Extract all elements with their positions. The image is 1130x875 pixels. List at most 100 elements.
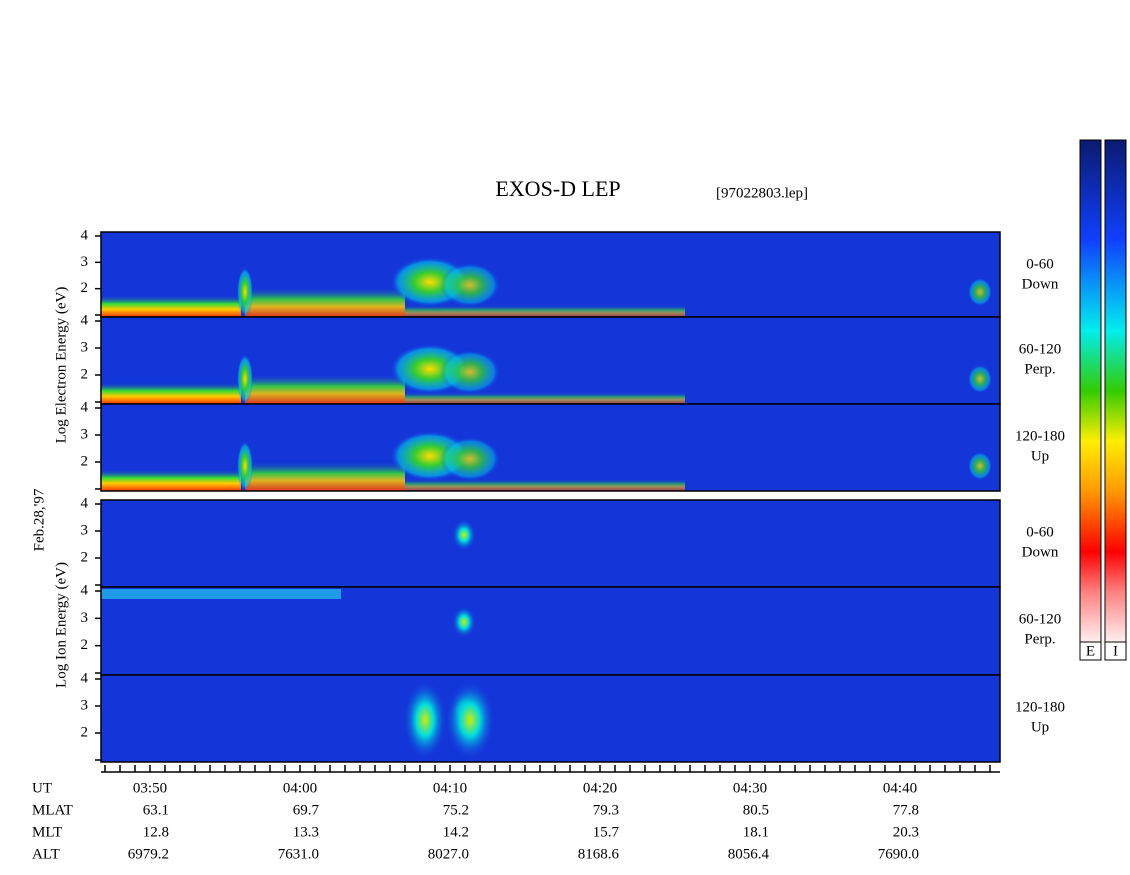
colorbar-label: I <box>1113 643 1118 659</box>
row-value: 75.2 <box>443 802 469 818</box>
file-name: [97022803.lep] <box>716 185 808 201</box>
row-value: 12.8 <box>143 824 169 840</box>
time-label: 03:50 <box>133 780 167 796</box>
colorbar-label: E <box>1086 643 1095 659</box>
spectrogram <box>101 675 1000 762</box>
row-value: 80.5 <box>743 802 769 818</box>
energy-tick-label: 3 <box>81 610 89 626</box>
energy-tick-label: 3 <box>81 697 89 713</box>
panel-label: 120-180 <box>1015 428 1065 444</box>
energy-tick-label: 2 <box>81 724 89 740</box>
panel-label: Down <box>1022 276 1059 292</box>
row-label: MLT <box>32 824 62 840</box>
panel-label: 0-60 <box>1026 524 1054 540</box>
time-label: 04:40 <box>883 780 917 796</box>
panel: 2 3 4 120-180 Up <box>81 399 1065 492</box>
spectrogram-feature <box>452 519 476 551</box>
energy-tick-label: 4 <box>81 227 89 243</box>
spectrogram-feature <box>237 441 253 491</box>
panel-label: Perp. <box>1024 361 1055 377</box>
panel-label: 120-180 <box>1015 699 1065 715</box>
spectrogram <box>101 587 1000 675</box>
energy-tick-label: 2 <box>81 453 89 469</box>
energy-tick-label: 4 <box>81 495 89 511</box>
spectrogram-feature <box>445 680 495 760</box>
spectrogram-feature <box>237 267 253 317</box>
time-label: 04:20 <box>583 780 617 796</box>
spectrogram-band <box>405 479 685 491</box>
spectrogram-feature <box>440 263 500 307</box>
energy-tick-label: 3 <box>81 339 89 355</box>
spectrogram-band <box>245 461 405 491</box>
energy-tick-label: 2 <box>81 366 89 382</box>
spectrogram-feature <box>440 437 500 481</box>
colorbar-label-box <box>1104 641 1127 661</box>
energy-tick-label: 2 <box>81 280 89 296</box>
energy-tick-label: 4 <box>81 670 89 686</box>
row-value: 69.7 <box>293 802 320 818</box>
spectrogram-feature <box>440 350 500 394</box>
spectrogram-feature <box>237 354 253 404</box>
panel-frame <box>100 403 1001 492</box>
row-value: 14.2 <box>443 824 469 840</box>
spectrogram-feature <box>968 278 992 306</box>
row-value: 8168.6 <box>578 846 620 862</box>
panel-label: 60-120 <box>1019 611 1062 627</box>
panel: 2 3 4 0-60 Down <box>81 227 1059 318</box>
energy-tick-label: 4 <box>81 582 89 598</box>
panel: 2 3 4 60-120 Perp. <box>81 582 1062 676</box>
row-value: 8027.0 <box>428 846 469 862</box>
row-label: ALT <box>32 846 60 862</box>
row-value: 13.3 <box>293 824 319 840</box>
spectrogram-band <box>101 469 241 491</box>
panel-label: Up <box>1031 448 1049 464</box>
energy-tick-label: 3 <box>81 426 89 442</box>
ion-axis-label: Log Ion Energy (eV) <box>53 562 69 688</box>
panel: 2 3 4 60-120 Perp. <box>81 312 1062 405</box>
spectrogram-band <box>245 374 405 404</box>
colorbar <box>1104 139 1127 643</box>
row-label: MLAT <box>32 802 73 818</box>
panel: 2 3 4 0-60 Down <box>81 495 1059 588</box>
colorbar-label-box <box>1079 641 1102 661</box>
date-label: Feb.28,'97 <box>31 488 47 551</box>
time-label: 04:30 <box>733 780 767 796</box>
panel-label: Up <box>1031 719 1049 735</box>
title: EXOS-D LEP <box>495 176 620 201</box>
electron-axis-label: Log Electron Energy (eV) <box>53 287 69 444</box>
spectrogram-feature <box>968 365 992 393</box>
row-value: 79.3 <box>593 802 619 818</box>
energy-tick-label: 2 <box>81 637 89 653</box>
spectrogram-feature <box>403 680 447 760</box>
row-value: 20.3 <box>893 824 919 840</box>
panel-frame <box>100 674 1001 763</box>
spectrogram-band <box>405 392 685 404</box>
energy-tick-label: 3 <box>81 254 89 270</box>
row-value: 8056.4 <box>728 846 770 862</box>
colorbar <box>1079 139 1102 643</box>
row-value: 63.1 <box>143 802 169 818</box>
row-value: 7690.0 <box>878 846 919 862</box>
spectrogram-band <box>101 295 241 317</box>
energy-tick-label: 4 <box>81 312 89 328</box>
time-label: 04:10 <box>433 780 467 796</box>
spectrogram-band <box>245 287 405 317</box>
row-value: 6979.2 <box>128 846 169 862</box>
spectrogram-band <box>101 382 241 404</box>
panel-label: 60-120 <box>1019 341 1062 357</box>
time-label: 04:00 <box>283 780 317 796</box>
row-value: 7631.0 <box>278 846 319 862</box>
spectrogram-feature <box>968 452 992 480</box>
spectrogram <box>101 500 1000 587</box>
panel-label: Down <box>1022 544 1059 560</box>
spectrogram-feature <box>101 589 341 599</box>
panel-label: 0-60 <box>1026 256 1054 272</box>
spectrogram-band <box>405 305 685 317</box>
panel: 2 3 4 120-180 Up <box>81 670 1065 763</box>
row-label: UT <box>32 780 52 796</box>
panel-label: Perp. <box>1024 631 1055 647</box>
energy-tick-label: 2 <box>81 549 89 565</box>
row-value: 15.7 <box>593 824 620 840</box>
row-value: 77.8 <box>893 802 919 818</box>
